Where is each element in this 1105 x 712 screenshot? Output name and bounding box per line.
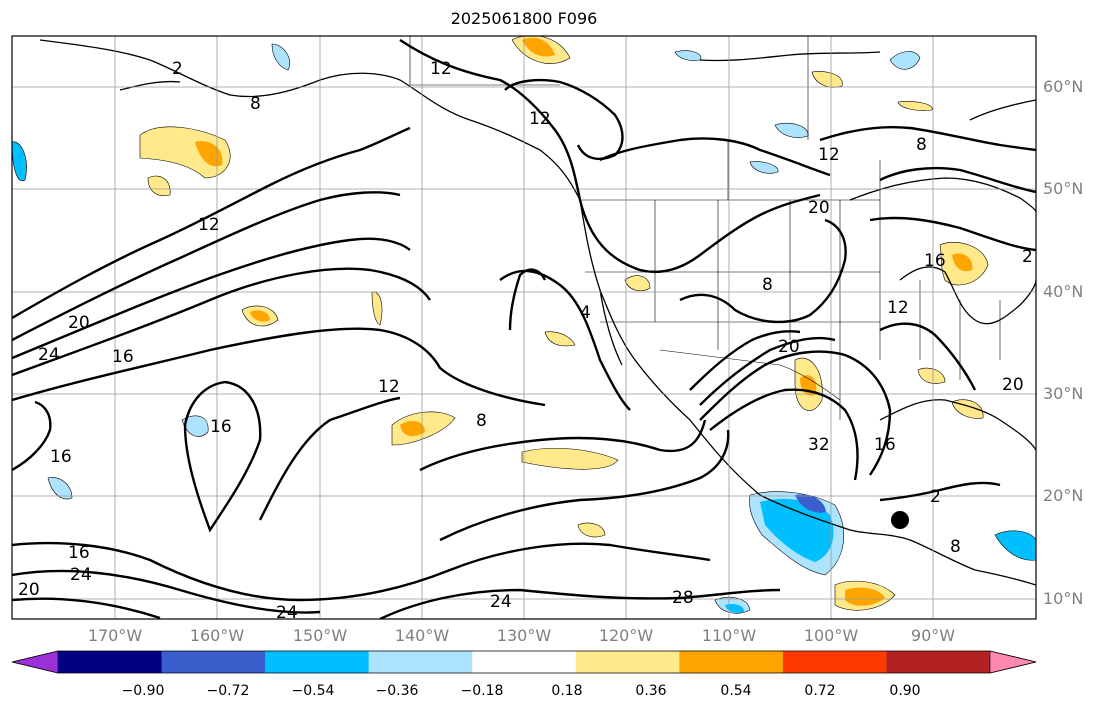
colorbar-segment [265, 651, 370, 673]
colorbar-extend-max [989, 650, 1037, 674]
lon-label: 150°W [292, 626, 348, 645]
lon-label: 160°W [189, 626, 245, 645]
colorbar-segment [472, 651, 577, 673]
height-contours [12, 39, 1036, 619]
contour-label: 12 [198, 215, 220, 235]
lat-label: 10°N [1043, 589, 1084, 608]
border-layer [409, 36, 1001, 420]
lon-label: 110°W [701, 626, 757, 645]
contour-label: 16 [210, 417, 232, 437]
chart-title: 2025061800 F096 [450, 9, 598, 28]
lon-label: 170°W [87, 626, 143, 645]
colorbar-tick-label: −0.18 [460, 683, 504, 699]
colorbar-tick-label: 0.18 [551, 683, 583, 699]
contour-label: 12 [818, 145, 840, 165]
lat-label: 20°N [1043, 486, 1084, 505]
lon-label: 90°W [910, 626, 956, 645]
contour-label: 16 [68, 543, 90, 563]
contour-label: 24 [70, 565, 92, 585]
colorbar-segment [368, 651, 473, 673]
contour-label: 20 [778, 337, 800, 357]
contour-label: 20 [1002, 375, 1024, 395]
contour-label: 2 [930, 487, 941, 507]
map-frame [11, 35, 1037, 620]
colorbar-tick-label: −0.72 [206, 683, 250, 699]
contour-label: 12 [430, 59, 452, 79]
lon-label: 100°W [803, 626, 859, 645]
contour-label: 24 [276, 603, 298, 623]
lat-label: 60°N [1043, 77, 1084, 96]
colorbar-tick-label: −0.90 [121, 683, 165, 699]
contour-label: 16 [50, 447, 72, 467]
contour-label: 4 [580, 303, 591, 323]
colorbar-segment [575, 651, 680, 673]
coastline-layer [39, 39, 1036, 586]
colorbar-tick-label: −0.36 [375, 683, 419, 699]
colorbar-tick-label: 0.54 [720, 683, 752, 699]
colorbar-segment [161, 651, 266, 673]
contour-label: 8 [762, 275, 773, 295]
contour-label: 28 [672, 588, 694, 608]
contour-label: 20 [18, 580, 40, 600]
lat-label: 40°N [1043, 282, 1084, 301]
contour-label: 2 [172, 59, 183, 79]
colorbar-segment [679, 651, 784, 673]
contour-label: 20 [68, 313, 90, 333]
colorbar-segment [782, 651, 887, 673]
lat-label: 50°N [1043, 179, 1084, 198]
colorbar-tick-label: −0.54 [291, 683, 335, 699]
contour-label: 8 [476, 411, 487, 431]
anomaly-fill-layer [12, 36, 1036, 614]
contour-label: 32 [808, 435, 830, 455]
storm-center-marker [891, 511, 909, 529]
contour-label: 12 [887, 298, 909, 318]
lat-label: 30°N [1043, 384, 1084, 403]
contour-label: 8 [950, 537, 961, 557]
contour-label: 2 [1022, 247, 1033, 267]
contour-label: 16 [112, 347, 134, 367]
colorbar-extend-min [11, 650, 59, 674]
colorbar [11, 650, 1037, 674]
contour-label: 8 [916, 135, 927, 155]
contour-label: 16 [924, 251, 946, 271]
colorbar-segment [58, 651, 163, 673]
contour-label: 24 [38, 345, 60, 365]
contour-label: 20 [808, 198, 830, 218]
colorbar-outline [11, 650, 1037, 674]
contour-label: 12 [378, 377, 400, 397]
contour-label: 16 [874, 435, 896, 455]
contour-label: 24 [490, 592, 512, 612]
lon-label: 140°W [394, 626, 450, 645]
colorbar-segment [886, 651, 991, 673]
colorbar-tick-label: 0.36 [635, 683, 667, 699]
lon-label: 130°W [496, 626, 552, 645]
contour-label: 12 [529, 109, 551, 129]
contour-label-layer: 2 8 12 12 12 12 8 20 24 16 16 16 12 8 20… [18, 59, 1033, 623]
contour-label: 8 [250, 94, 261, 114]
graticule [12, 36, 1036, 619]
colorbar-tick-label: 0.90 [889, 683, 921, 699]
colorbar-tick-label: 0.72 [804, 683, 836, 699]
lon-label: 120°W [598, 626, 654, 645]
